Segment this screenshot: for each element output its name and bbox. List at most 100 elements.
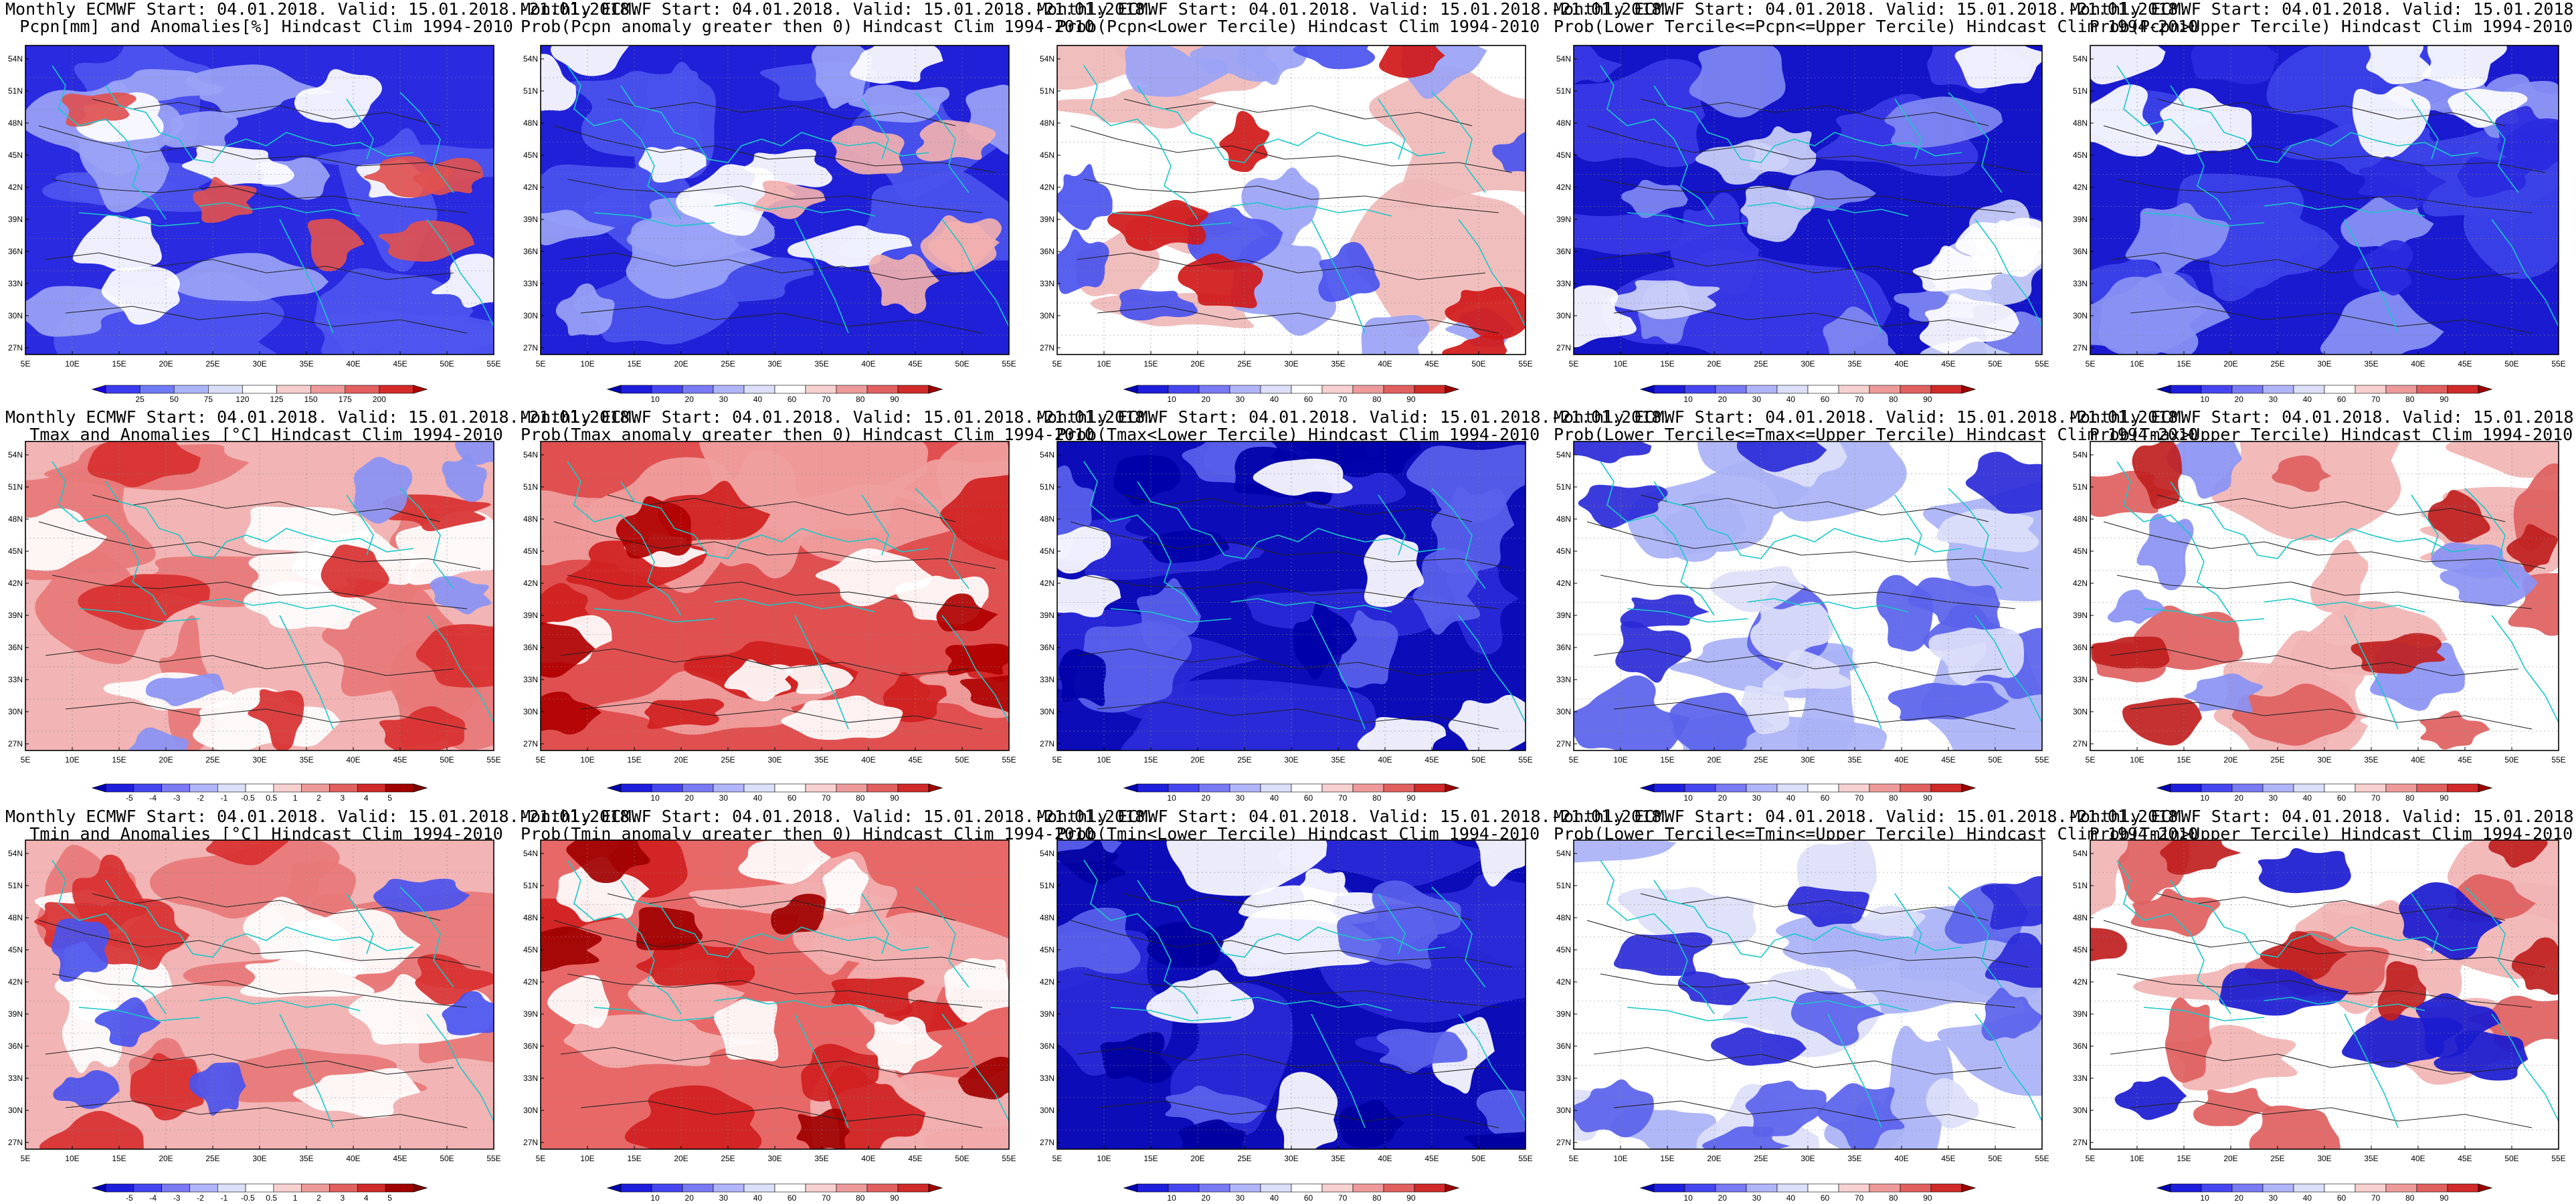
- colorbar-segment: [161, 1183, 190, 1193]
- colorbar-tick: 40: [1270, 1193, 1279, 1203]
- lat-label: 48N: [8, 913, 23, 922]
- lon-label: 45E: [393, 359, 407, 369]
- lat-label: 54N: [1556, 849, 1571, 858]
- colorbar-segment: [1930, 783, 1962, 793]
- lat-label: 54N: [8, 450, 23, 460]
- lat-label: 51N: [2073, 86, 2088, 96]
- lat-label: 48N: [1556, 118, 1571, 128]
- lat-label: 33N: [2073, 279, 2088, 288]
- colorbar-segment: [1776, 783, 1809, 793]
- colorbar-tick: 0.5: [266, 1193, 277, 1203]
- lon-label: 30E: [252, 1154, 266, 1163]
- colorbar: 10 20 30 40 60 70 80 90: [1123, 783, 1460, 803]
- lon-label: 15E: [627, 359, 641, 369]
- lon-label: 10E: [1097, 359, 1111, 369]
- colorbar-segment: [189, 783, 218, 793]
- colorbar-tick: 30: [719, 793, 729, 803]
- lon-label: 15E: [112, 1154, 126, 1163]
- colorbar-segment: [1291, 783, 1323, 793]
- colorbar-tick: 10: [1683, 395, 1693, 404]
- colorbar-segment: [897, 385, 929, 394]
- colorbar-segment: [713, 385, 745, 394]
- colorbar-segment: [713, 1183, 745, 1193]
- lon-label: 45E: [2458, 755, 2472, 765]
- lon-label: 50E: [955, 755, 969, 765]
- anomaly-field: [2090, 45, 2559, 355]
- lat-label: 36N: [523, 643, 538, 652]
- colorbar-tick: 175: [339, 395, 352, 404]
- colorbar-segment: [1137, 385, 1169, 394]
- colorbar-segment: [2231, 1183, 2264, 1193]
- lon-label: 35E: [1331, 359, 1345, 369]
- lon-label: 35E: [1847, 1154, 1861, 1163]
- lon-label: 20E: [1707, 359, 1721, 369]
- lon-label: 15E: [1660, 359, 1674, 369]
- colorbar-tick: 60: [2337, 395, 2347, 404]
- lat-label: 54N: [2073, 54, 2088, 64]
- lat-label: 48N: [523, 118, 538, 128]
- lon-label: 20E: [159, 359, 173, 369]
- colorbar-segment: [897, 1183, 929, 1193]
- colorbar-tick: 90: [890, 793, 899, 803]
- colorbar-tick: 40: [1786, 793, 1796, 803]
- colorbar-tick: 20: [1718, 793, 1728, 803]
- colorbar-segment: [1352, 385, 1384, 394]
- anomaly-field: [1574, 45, 2042, 355]
- lat-label: 42N: [523, 183, 538, 192]
- colorbar-tick: 60: [1304, 395, 1313, 404]
- colorbar-tick: 90: [1923, 1193, 1932, 1203]
- lon-label: 55E: [2035, 359, 2049, 369]
- panel-title-line2: Prob(Tmax>Upper Tercile) Hindcast Clim 1…: [2089, 425, 2573, 444]
- lon-label: 5E: [536, 1154, 546, 1163]
- colorbar: 10 20 30 40 60 70 80 90: [606, 783, 943, 803]
- lon-label: 50E: [1471, 359, 1485, 369]
- lon-label: 5E: [1569, 359, 1579, 369]
- lat-label: 48N: [1040, 118, 1054, 128]
- colorbar-tick: -1: [221, 793, 228, 803]
- colorbar-tick: 80: [2405, 1193, 2415, 1203]
- lon-label: 55E: [1518, 1154, 1532, 1163]
- colorbar-tick: 10: [2200, 395, 2209, 404]
- lat-label: 33N: [2073, 675, 2088, 684]
- colorbar-segment: [2447, 1183, 2479, 1193]
- colorbar-segment: [2156, 385, 2171, 394]
- colorbar-segment: [139, 385, 175, 394]
- lat-label: 33N: [2073, 1074, 2088, 1083]
- colorbar-segment: [1961, 385, 1976, 394]
- lat-label: 39N: [523, 215, 538, 224]
- lat-label: 54N: [1040, 54, 1054, 64]
- colorbar-segment: [2156, 783, 2171, 793]
- lon-label: 30E: [252, 359, 266, 369]
- lat-label: 45N: [523, 945, 538, 955]
- colorbar-segment: [1838, 385, 1870, 394]
- colorbar-tick: -2: [197, 1193, 204, 1203]
- lat-label: 51N: [523, 482, 538, 492]
- panel-title-line1: Monthly ECMWF Start: 04.01.2018. Valid: …: [521, 807, 1156, 826]
- colorbar-tick: 5: [387, 1193, 392, 1203]
- lat-label: 51N: [2073, 482, 2088, 492]
- lon-label: 55E: [486, 755, 500, 765]
- lon-label: 10E: [1613, 359, 1627, 369]
- colorbar-segment: [1715, 385, 1747, 394]
- colorbar-segment: [1445, 385, 1460, 394]
- lat-label: 33N: [8, 1074, 23, 1083]
- lon-label: 10E: [65, 1154, 79, 1163]
- colorbar-tick: 70: [2371, 793, 2381, 803]
- colorbar-segment: [1168, 783, 1200, 793]
- lon-label: 50E: [2504, 1154, 2518, 1163]
- lon-label: 45E: [393, 755, 407, 765]
- colorbar-tick: 20: [685, 793, 695, 803]
- colorbar-tick: 30: [1236, 1193, 1245, 1203]
- lat-label: 48N: [1556, 514, 1571, 524]
- panel-title-line1: Monthly ECMWF Start: 04.01.2018. Valid: …: [5, 0, 640, 19]
- lon-label: 40E: [2411, 1154, 2425, 1163]
- colorbar-tick: 70: [1855, 1193, 1864, 1203]
- colorbar-segment: [1639, 783, 1655, 793]
- colorbar-tick: 20: [2235, 1193, 2244, 1203]
- colorbar-segment: [1291, 1183, 1323, 1193]
- colorbar-segment: [682, 1183, 714, 1193]
- lat-label: 36N: [2073, 643, 2088, 652]
- forecast-map: 54N 51N 48N 45N 42N 39N 36N 33N 30N 27N 5E 10E 15E 20…: [1556, 45, 2049, 369]
- lon-label: 10E: [1097, 755, 1111, 765]
- lon-label: 20E: [2223, 1154, 2237, 1163]
